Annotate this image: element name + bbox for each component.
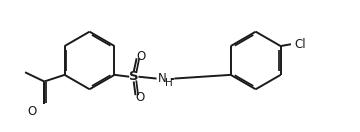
Text: O: O: [136, 50, 146, 63]
Text: S: S: [129, 70, 139, 83]
Text: O: O: [28, 105, 37, 117]
Text: N: N: [158, 72, 167, 85]
Text: O: O: [135, 91, 145, 104]
Text: Cl: Cl: [294, 38, 306, 51]
Text: H: H: [165, 78, 173, 88]
